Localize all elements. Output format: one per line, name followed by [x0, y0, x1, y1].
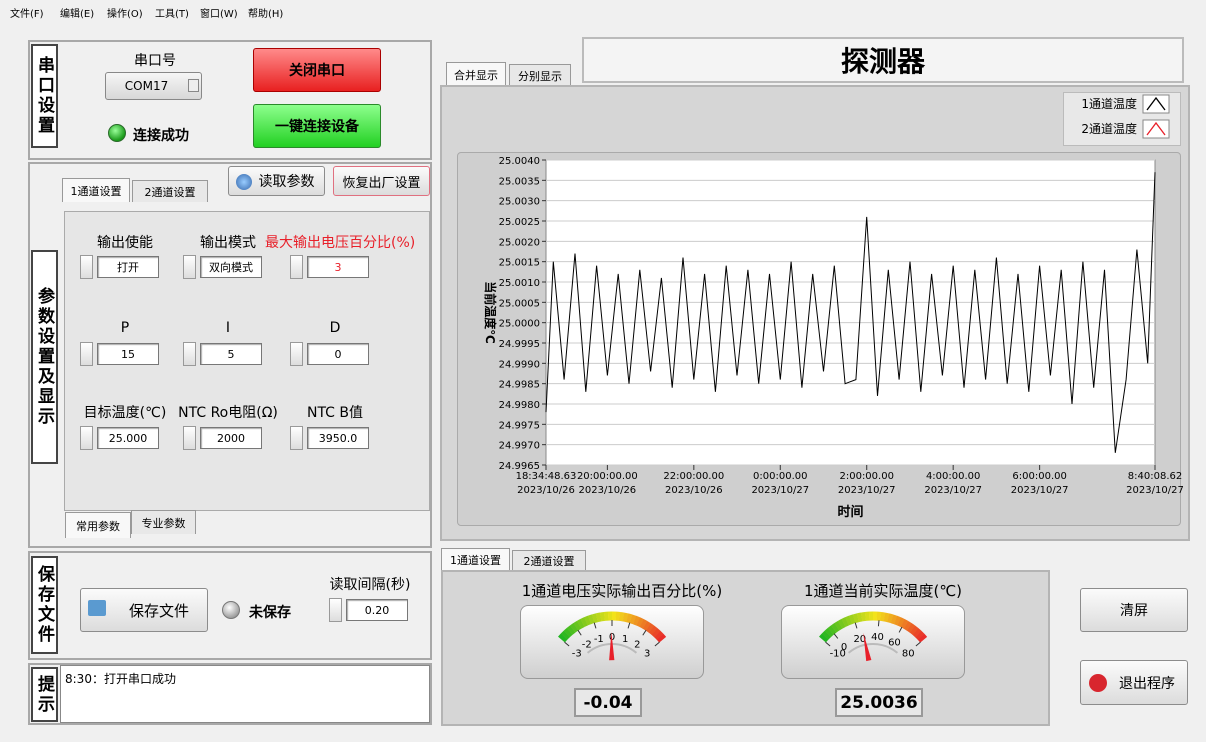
dial-face	[781, 605, 965, 679]
x-tick-label: 22:00:00.00 2023/10/26	[663, 471, 725, 496]
connect-button[interactable]: 一键连接设备	[253, 104, 381, 148]
save-icon	[88, 600, 106, 616]
param-tab[interactable]: 1通道设置	[62, 178, 130, 202]
param-label: 目标温度(℃)	[83, 405, 167, 421]
param-input[interactable]: 2000	[200, 427, 262, 449]
hint-title: 提示	[31, 667, 58, 722]
clear-button[interactable]: 清屏	[1080, 588, 1188, 632]
status-text: 连接成功	[133, 128, 189, 144]
port-label: 串口号	[134, 53, 176, 69]
x-tick-label: 2:00:00.00 2023/10/27	[837, 471, 896, 496]
param-label: 输出模式	[200, 235, 256, 251]
spin-button[interactable]	[183, 426, 196, 450]
value-display: -0.04	[574, 688, 642, 717]
save-title: 保存文件	[31, 556, 58, 654]
serial-title: 串口设置	[31, 44, 58, 148]
param-input[interactable]: 25.000	[97, 427, 159, 449]
menu-item[interactable]: 文件(F)	[10, 9, 44, 20]
param-label: NTC Ro电阻(Ω)	[178, 405, 278, 421]
hint-message: 8:30：打开串口成功	[60, 665, 430, 723]
params-title: 参数设置及显示	[31, 250, 58, 464]
channel-tab[interactable]: 1通道设置	[441, 548, 510, 571]
value-display: 25.0036	[835, 688, 923, 717]
save-led	[222, 601, 240, 619]
spin-button[interactable]	[329, 598, 342, 622]
menu-item[interactable]: 操作(O)	[107, 9, 143, 20]
x-tick-label: 20:00:00.00 2023/10/26	[576, 471, 638, 496]
legend-box	[1063, 92, 1181, 146]
close-button[interactable]: 关闭串口	[253, 48, 381, 92]
param-input[interactable]: 3	[307, 256, 369, 278]
param-tab[interactable]: 2通道设置	[132, 180, 208, 202]
spin-button[interactable]	[290, 342, 303, 366]
x-tick-label: 6:00:00.00 2023/10/27	[1010, 471, 1069, 496]
param-label: 最大输出电压百分比(%)	[265, 235, 416, 251]
menu-item[interactable]: 编辑(E)	[60, 9, 95, 20]
status-led	[108, 124, 126, 142]
param-input[interactable]: 5	[200, 343, 262, 365]
view-tab[interactable]: 分别显示	[509, 64, 571, 86]
sub-tab[interactable]: 专业参数	[131, 510, 196, 534]
header-box: 探测器	[582, 37, 1184, 83]
spin-button[interactable]	[80, 255, 93, 279]
read-button[interactable]: 读取参数	[228, 166, 325, 196]
spin-button[interactable]	[80, 342, 93, 366]
x-tick-label: 0:00:00.00 2023/10/27	[751, 471, 810, 496]
x-tick-label: 4:00:00.00 2023/10/27	[924, 471, 982, 496]
param-input[interactable]: 双向模式	[200, 256, 262, 278]
reset-button[interactable]: 恢复出厂设置	[333, 166, 430, 196]
sub-tab[interactable]: 常用参数	[65, 512, 131, 538]
param-input[interactable]: 打开	[97, 256, 159, 278]
save-status: 未保存	[249, 605, 291, 621]
menu-item[interactable]: 工具(T)	[155, 9, 189, 20]
exit-icon	[1089, 674, 1107, 692]
param-input[interactable]: 15	[97, 343, 159, 365]
menu-item[interactable]: 窗口(W)	[200, 9, 238, 20]
spin-button[interactable]	[183, 342, 196, 366]
spin-button[interactable]	[290, 255, 303, 279]
refresh-icon	[236, 174, 252, 190]
param-label: I	[225, 320, 231, 336]
dial-face	[520, 605, 704, 679]
x-tick-label: 18:34:48.63 2023/10/26	[515, 471, 577, 496]
spin-button[interactable]	[290, 426, 303, 450]
param-label: 输出使能	[97, 235, 153, 251]
param-label: P	[120, 320, 130, 336]
channel-tab[interactable]: 2通道设置	[512, 550, 586, 571]
param-input[interactable]: 3950.0	[307, 427, 369, 449]
param-input[interactable]: 0	[307, 343, 369, 365]
gauge-title: 1通道电压实际输出百分比(%)	[521, 582, 723, 600]
x-tick-label: 8:40:08.62 2023/10/27	[1126, 471, 1184, 496]
interval-input[interactable]: 0.20	[346, 599, 408, 621]
view-tab[interactable]: 合并显示	[446, 62, 506, 86]
dropdown-arrow[interactable]	[188, 79, 199, 92]
interval-label: 读取间隔(秒)	[329, 577, 411, 593]
param-label: NTC B值	[306, 405, 364, 421]
param-label: D	[329, 320, 341, 336]
port-select[interactable]: COM17	[105, 72, 202, 100]
spin-button[interactable]	[183, 255, 196, 279]
menu-item[interactable]: 帮助(H)	[248, 9, 284, 20]
gauge-title: 1通道当前实际温度(℃)	[803, 582, 963, 600]
spin-button[interactable]	[80, 426, 93, 450]
